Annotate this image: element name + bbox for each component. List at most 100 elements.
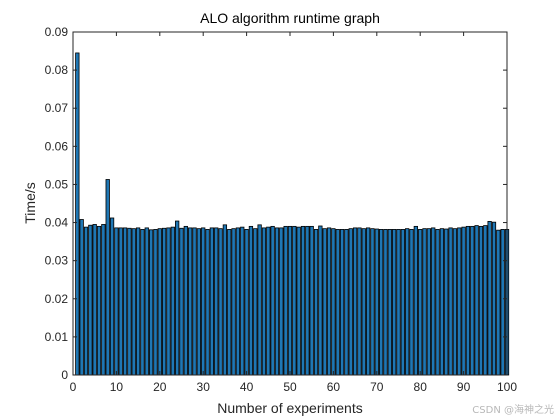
x-tick-label: 90 — [457, 380, 471, 394]
bar — [92, 224, 97, 376]
bar — [122, 227, 128, 376]
bar — [227, 229, 232, 376]
bar — [392, 229, 397, 376]
bar — [370, 228, 375, 376]
bar — [313, 229, 319, 376]
bar — [144, 227, 149, 376]
bar — [361, 228, 366, 376]
bar — [409, 229, 414, 376]
watermark: CSDN @海神之光 — [472, 405, 554, 416]
bar — [244, 229, 249, 376]
bar — [83, 226, 89, 376]
bar — [279, 227, 284, 376]
bar — [444, 228, 449, 376]
bar — [396, 229, 401, 376]
bar — [452, 228, 458, 376]
chart-title: ALO algorithm runtime graph — [200, 10, 380, 26]
bar — [405, 228, 410, 376]
bar — [196, 228, 201, 376]
bar — [75, 52, 80, 376]
x-tick-label: 70 — [370, 380, 384, 394]
bar — [365, 227, 371, 376]
bar — [135, 227, 141, 376]
bar — [157, 228, 162, 376]
y-tick-label: 0.08 — [45, 63, 69, 77]
bar — [209, 227, 215, 376]
y-tick-label: 0 — [61, 368, 68, 382]
bar — [422, 228, 427, 376]
y-axis-ticks: 0 0.01 0.02 0.03 0.04 0.05 0.06 0.07 0.08 0.09 — [45, 25, 507, 382]
bar — [483, 225, 488, 376]
bar — [118, 227, 123, 376]
bar — [222, 224, 228, 376]
bar — [383, 229, 388, 376]
y-tick-label: 0.07 — [45, 101, 69, 115]
bar — [413, 225, 418, 376]
bar — [287, 225, 293, 376]
bar — [418, 229, 423, 376]
bar — [283, 225, 288, 376]
bar — [266, 226, 271, 376]
bar — [357, 227, 362, 376]
bar — [248, 225, 254, 376]
y-tick-label: 0.03 — [45, 254, 69, 268]
bar — [218, 228, 223, 376]
bar — [274, 227, 280, 376]
plot-frame — [72, 31, 508, 376]
bar — [457, 227, 462, 376]
bar — [140, 229, 145, 376]
bar — [378, 229, 384, 376]
bar — [170, 226, 175, 376]
bar — [131, 228, 136, 376]
bar — [183, 225, 188, 376]
bar — [309, 225, 314, 376]
bar — [348, 228, 353, 376]
bar — [270, 225, 275, 376]
bar — [487, 221, 492, 376]
x-tick-label: 40 — [240, 380, 254, 394]
bar — [127, 227, 132, 376]
x-tick-label: 30 — [197, 380, 211, 394]
bar — [326, 227, 332, 376]
bar — [101, 224, 106, 376]
y-tick-label: 0.04 — [45, 216, 69, 230]
bar — [318, 225, 323, 376]
bar — [305, 225, 310, 376]
bar — [175, 220, 180, 376]
bar — [470, 225, 475, 376]
x-tick-label: 0 — [70, 380, 77, 394]
bar — [439, 228, 445, 376]
y-tick-label: 0.02 — [45, 292, 69, 306]
bar — [109, 217, 115, 376]
bar — [205, 229, 210, 376]
bar — [96, 225, 102, 376]
bar — [292, 225, 297, 376]
bar — [478, 225, 484, 376]
bar — [114, 227, 119, 376]
x-tick-label: 100 — [497, 380, 517, 394]
x-axis-label: Number of experiments — [217, 400, 363, 416]
bar — [435, 229, 440, 376]
bar — [231, 228, 236, 376]
x-tick-label: 10 — [110, 380, 124, 394]
bar — [235, 227, 241, 376]
bar — [496, 229, 501, 376]
y-tick-label: 0.09 — [45, 25, 69, 39]
bar — [166, 227, 171, 376]
bar — [240, 226, 245, 376]
bar — [105, 179, 110, 376]
bar — [214, 227, 219, 376]
bar — [179, 227, 184, 376]
bar — [148, 229, 154, 376]
y-tick-label: 0.01 — [45, 330, 69, 344]
bar — [161, 227, 167, 376]
bar — [257, 224, 262, 376]
bar — [461, 226, 466, 376]
bar — [339, 229, 345, 376]
x-tick-label: 80 — [414, 380, 428, 394]
bar — [465, 225, 471, 376]
bar — [253, 228, 258, 376]
bar — [448, 227, 453, 376]
bar — [261, 227, 267, 376]
